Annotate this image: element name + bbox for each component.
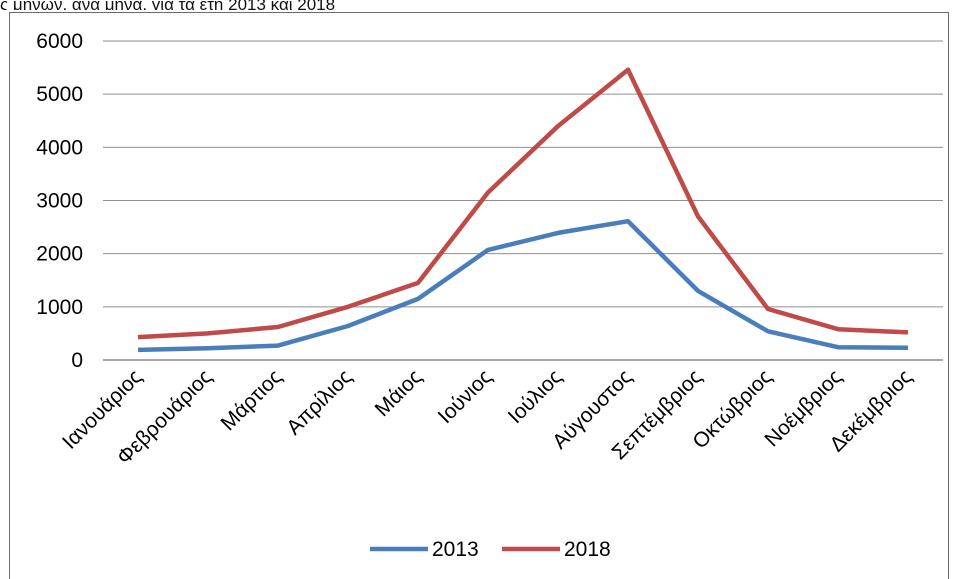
x-tick-label: Μάρτιος	[216, 365, 286, 435]
x-tick-label: Μάιος	[371, 365, 427, 421]
y-tick-label: 1000	[36, 296, 83, 319]
y-tick-label: 4000	[36, 136, 83, 159]
series-line-2018	[137, 67, 909, 340]
x-tick-label: Ιούνιος	[434, 365, 497, 428]
y-tick-label: 5000	[36, 83, 83, 106]
y-tick-label: 6000	[36, 30, 83, 53]
caption-fragment: ς μηνών, ανά μήνα, για τα έτη 2013 και 2…	[0, 0, 336, 10]
chart-frame	[9, 12, 949, 579]
legend-label-2018: 2018	[564, 538, 611, 561]
y-tick-label: 0	[71, 349, 83, 372]
y-tick-label: 2000	[36, 243, 83, 266]
legend-label-2013: 2013	[432, 538, 479, 561]
x-tick-label: Ιούλιος	[504, 365, 567, 428]
y-tick-label: 3000	[36, 190, 83, 213]
x-tick-label: Απρίλιος	[282, 365, 356, 439]
series-line-2013	[137, 218, 909, 353]
